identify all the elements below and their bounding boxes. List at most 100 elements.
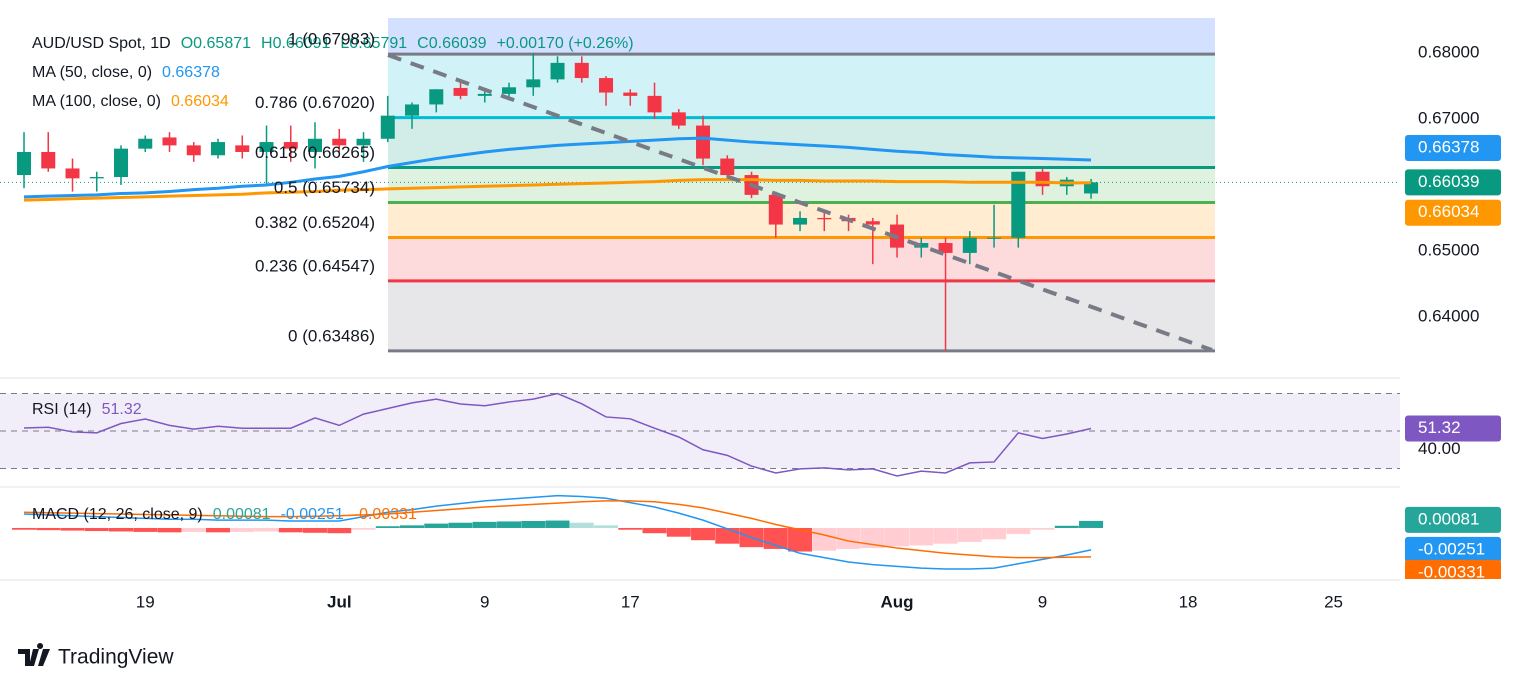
macd-hist-bar <box>133 527 158 532</box>
macd-hist-value: 0.00081 <box>213 506 271 523</box>
logo-mark <box>18 643 50 666</box>
candle-body <box>259 142 274 152</box>
fib-label: 0.618 (0.66265) <box>255 143 375 162</box>
macd-hist-bar <box>618 527 643 530</box>
rsi-tag-bg <box>1405 415 1501 442</box>
macd-hist-bar <box>812 527 837 551</box>
candle-body <box>987 237 1002 239</box>
candle-body <box>162 137 177 146</box>
ma100-tag: 0.66034 <box>1418 202 1479 221</box>
ma100-name: MA (100, close, 0) <box>32 93 161 110</box>
macd-hist-bar <box>109 527 134 532</box>
candle-body <box>1011 171 1026 238</box>
price-tag: 0.66039 <box>1418 172 1479 191</box>
x-tick-label: Jul <box>327 592 352 611</box>
candle-body <box>502 87 517 94</box>
fib-band <box>388 237 1215 281</box>
candle-body <box>65 168 80 179</box>
macd-hist-bar <box>545 520 570 528</box>
x-tick-label: 17 <box>621 592 640 611</box>
candle-body <box>138 138 153 149</box>
labels: AUD/USD Spot, 1D O0.65871 H0.66091 L0.65791… <box>18 30 1536 688</box>
macd-hist-bar <box>594 525 619 528</box>
macd-hist-bar <box>375 526 400 528</box>
macd-hist-bar <box>836 527 861 549</box>
x-tick-label: 19 <box>136 592 155 611</box>
rsi-tag: 51.32 <box>1418 418 1461 437</box>
macd-hist-bar <box>472 521 497 528</box>
ma50-value: 0.66378 <box>162 64 220 81</box>
macd-hist-bar <box>278 527 303 533</box>
y-tick-label: 0.64000 <box>1418 306 1479 325</box>
l-label: L <box>340 35 349 52</box>
x-tick-label: 9 <box>480 592 489 611</box>
ma50-name: MA (50, close, 0) <box>32 64 152 81</box>
fib-label: 0.5 (0.65734) <box>274 178 375 197</box>
candle-body <box>308 138 323 152</box>
macd-hist-bar <box>691 527 716 541</box>
macd-hist-bar <box>303 527 328 533</box>
candle-body <box>962 237 977 253</box>
rsi-value: 51.32 <box>102 401 142 418</box>
candle-body <box>599 78 614 93</box>
candle-body <box>647 95 662 113</box>
close: 0.66039 <box>429 35 487 52</box>
ma50-tag: 0.66378 <box>1418 137 1479 156</box>
candle-body <box>429 89 444 105</box>
macd-hist-bar <box>424 523 449 528</box>
low: 0.65791 <box>349 35 407 52</box>
candle-body <box>453 87 468 96</box>
candle-body <box>671 112 686 126</box>
fib-label: 0.236 (0.64547) <box>255 256 375 275</box>
macd-hist-bar <box>1006 527 1031 535</box>
macd-hist-bar <box>36 527 61 531</box>
rsi-line <box>23 392 1092 477</box>
high: 0.66091 <box>273 35 331 52</box>
candle-body <box>405 104 420 116</box>
candle-body <box>696 125 711 159</box>
fib-band <box>388 54 1215 118</box>
candle-body <box>720 158 735 176</box>
candle-body <box>1035 171 1050 187</box>
y-tick-label: 0.68000 <box>1418 42 1479 61</box>
macd-hist-bar <box>327 527 352 534</box>
candle-body <box>574 62 589 79</box>
price-tag-bg <box>1405 169 1501 196</box>
fib-label: 1 (0.67983) <box>288 30 375 49</box>
macd-hist-bar <box>933 527 958 544</box>
symbol: AUD/USD Spot, 1D <box>32 35 171 52</box>
candle-body <box>550 62 565 80</box>
macd-hist-tag: 0.00081 <box>1418 509 1479 528</box>
rsi-tick-label: 40.00 <box>1418 439 1461 458</box>
candle-body <box>817 217 832 220</box>
x-tick-label: 9 <box>1038 592 1047 611</box>
macd-name: MACD (12, 26, close, 9) <box>32 506 203 523</box>
fib-extension <box>388 18 1215 55</box>
candle-body <box>526 79 541 88</box>
macd-hist-bar <box>569 522 594 528</box>
candle-body <box>1084 182 1099 194</box>
candle-body <box>211 142 226 156</box>
macd-hist-bar <box>982 527 1007 540</box>
candle-body <box>186 145 201 156</box>
candle-body <box>477 93 492 96</box>
macd-hist-bar <box>351 527 376 530</box>
macd-hist-bar <box>1054 525 1079 528</box>
legend-ma50: MA (50, close, 0) 0.66378 <box>32 64 220 81</box>
macd-hist-bar <box>497 521 522 528</box>
open: 0.65871 <box>193 35 251 52</box>
macd-hist-bar <box>254 527 279 532</box>
macd-hist-bar <box>642 527 667 534</box>
o-label: O <box>181 35 193 52</box>
macd-hist-bar <box>400 525 425 528</box>
axis-mask <box>1400 579 1536 688</box>
fib-label: 0.382 (0.65204) <box>255 213 375 232</box>
macd-hist-bar <box>84 527 109 532</box>
macd-hist-bar <box>521 520 546 528</box>
macd-hist-bar <box>885 527 910 547</box>
candle-body <box>768 194 783 225</box>
macd-line <box>23 494 1092 570</box>
ma100-tag-bg <box>1405 199 1501 226</box>
x-tick-label: Aug <box>881 592 914 611</box>
macd-hist-bar <box>181 527 206 532</box>
